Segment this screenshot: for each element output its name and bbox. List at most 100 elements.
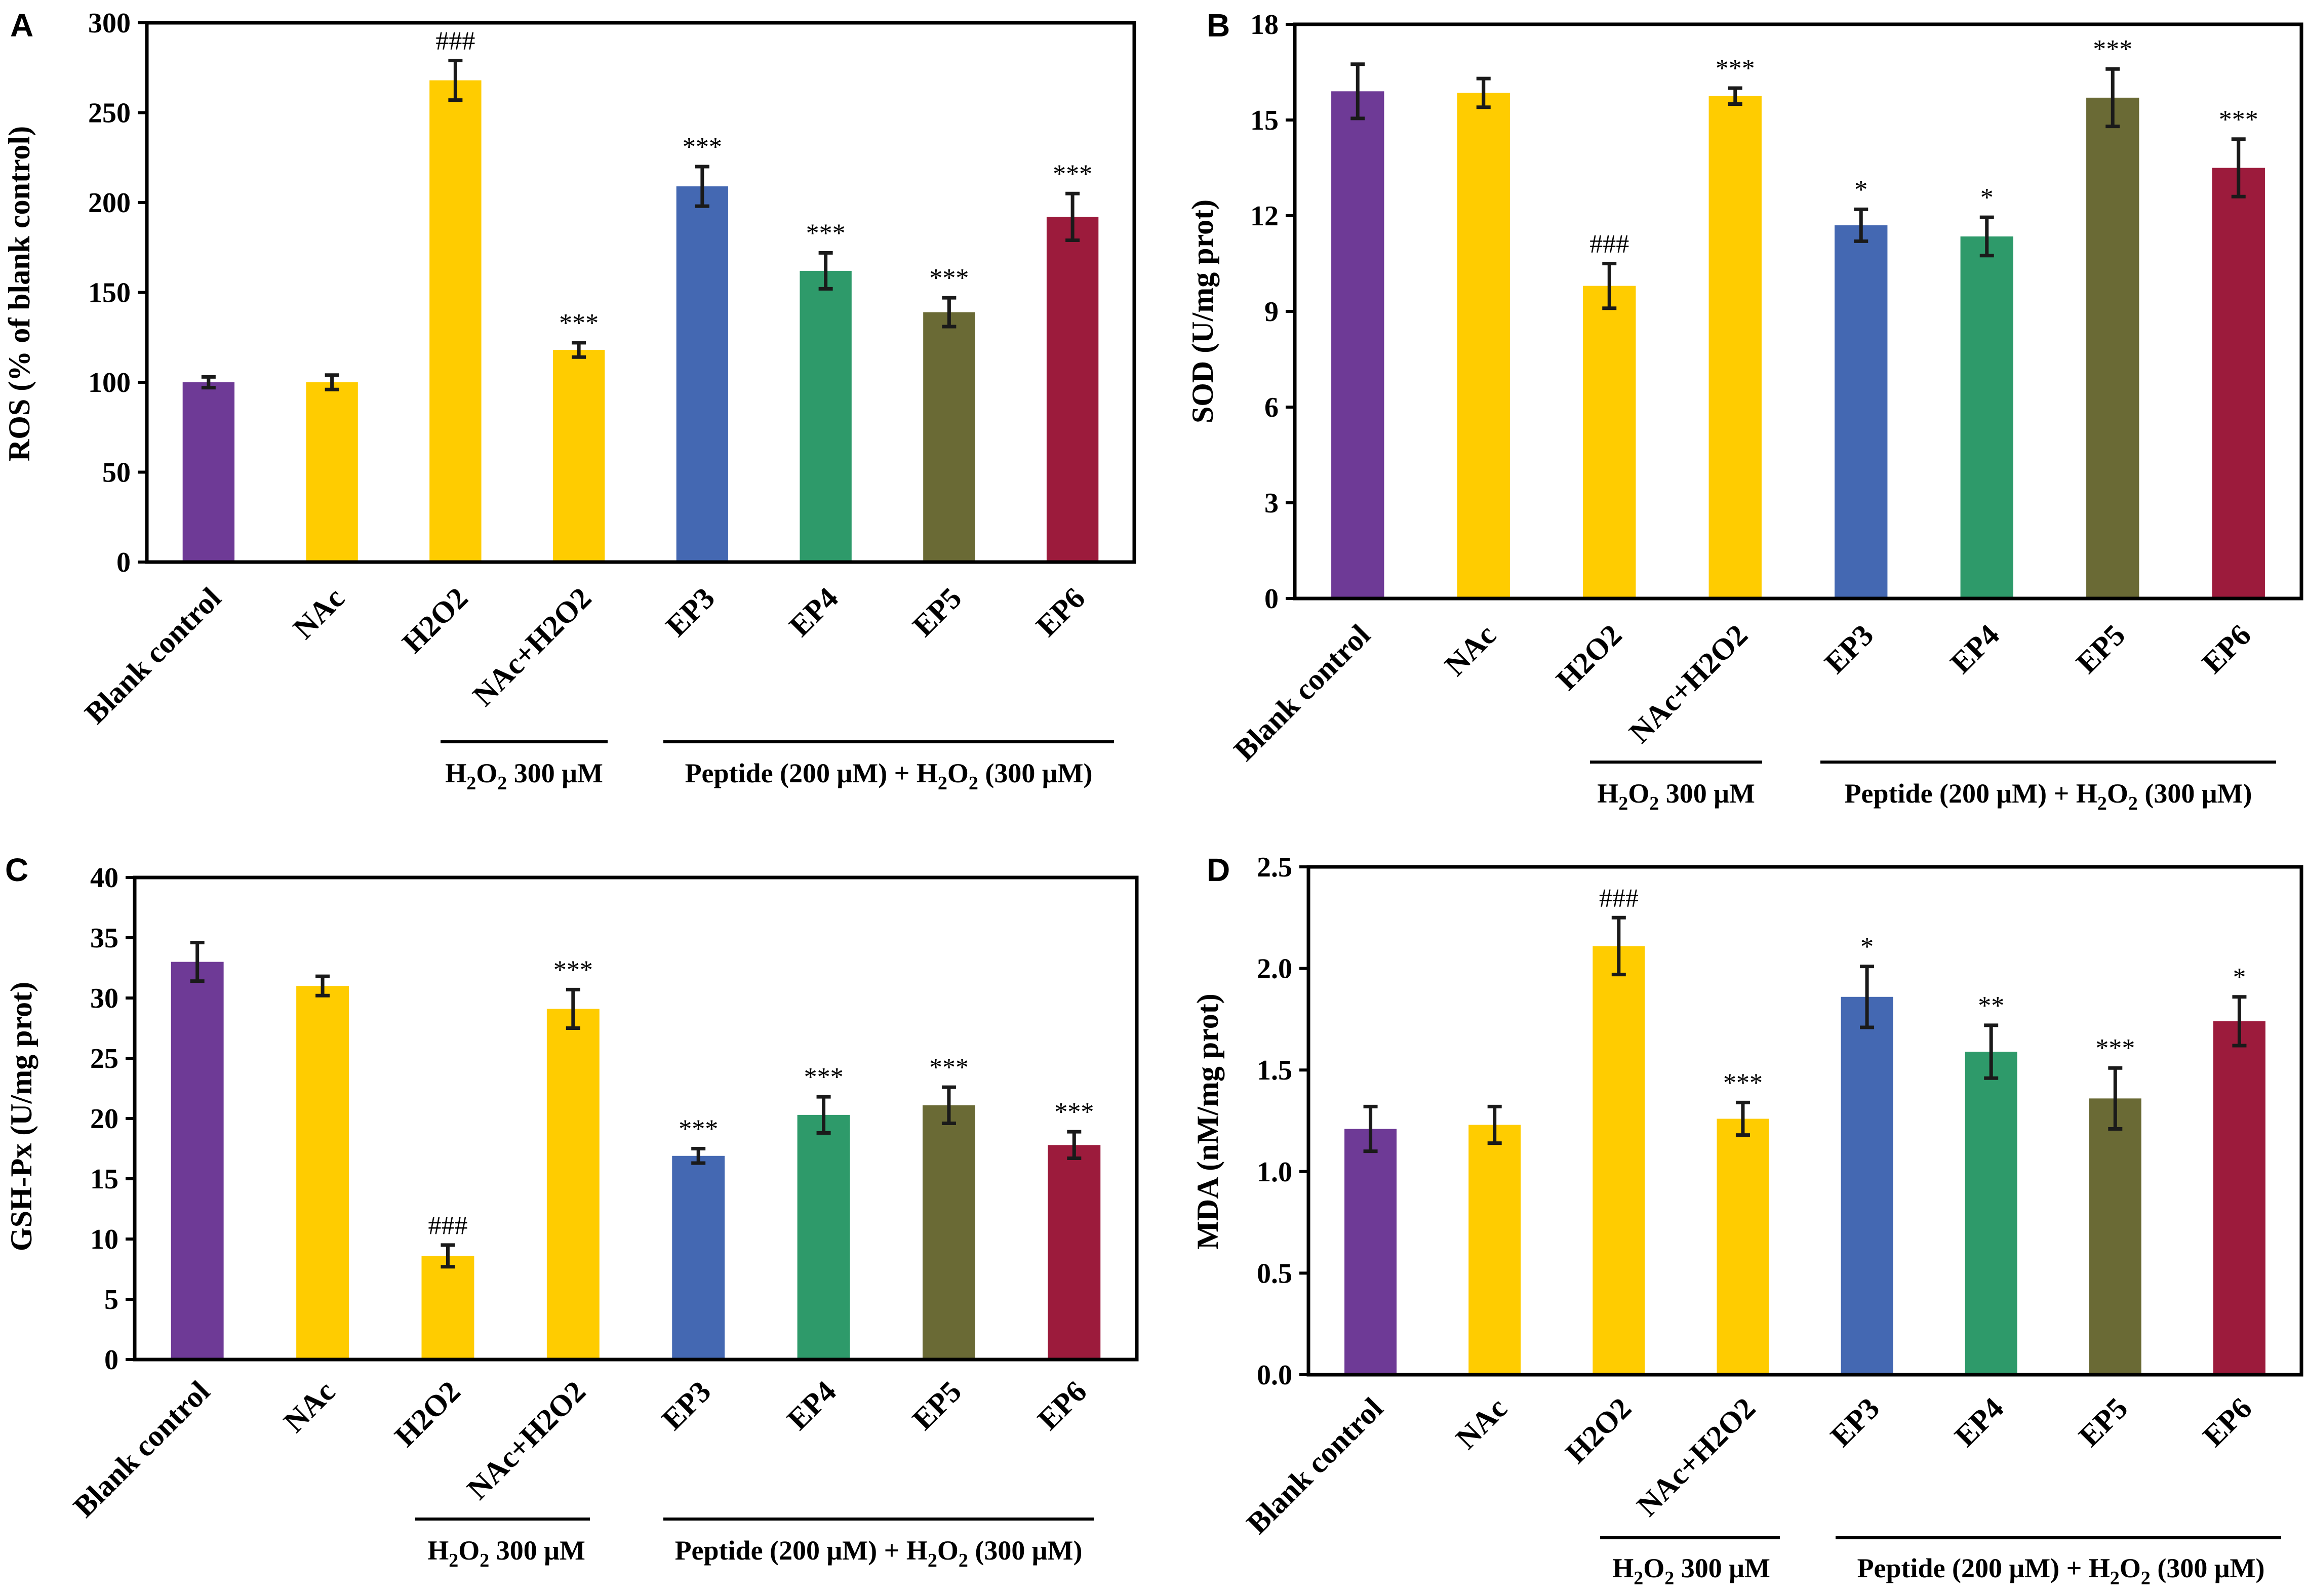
significance-label: ### (435, 27, 475, 56)
y-tick-label: 15 (1250, 105, 1279, 136)
panel-letter: C (5, 852, 28, 888)
group-label-part: 2 (2097, 793, 2107, 814)
significance-label: *** (1053, 159, 1092, 188)
group-label-part: Peptide (200 μM) + H (1857, 1553, 2110, 1583)
bar-8 (1048, 1145, 1101, 1360)
bar-3 (429, 80, 482, 563)
y-tick-label: 30 (90, 983, 118, 1014)
group-label-part: 2 (2110, 1568, 2120, 1589)
bar-7 (923, 312, 975, 562)
group-label-part: 300 μM (1674, 1553, 1770, 1583)
bar-2 (1468, 1125, 1521, 1375)
group-label-part: (300 μM) (2138, 778, 2252, 809)
y-tick-label: 1.0 (1257, 1156, 1292, 1188)
y-tick-label: 35 (90, 923, 118, 954)
bar-8 (2213, 1021, 2265, 1375)
significance-label: *** (806, 219, 846, 248)
bar-7 (922, 1105, 975, 1360)
y-tick-label: 6 (1264, 392, 1279, 423)
group-label-part: 2 (938, 773, 947, 794)
group-label-part: 2 (466, 773, 476, 794)
y-axis-label: SOD (U/mg prot) (1186, 200, 1219, 423)
group-label-part: O (458, 1535, 480, 1566)
y-axis-label: ROS (% of blank control) (3, 126, 36, 461)
bar-5 (1835, 225, 1888, 598)
panel-letter: A (10, 7, 33, 44)
y-tick-label: 100 (88, 367, 131, 398)
group-label-part: H (1612, 1553, 1634, 1583)
y-tick-label: 0 (1264, 583, 1279, 615)
bar-7 (2086, 97, 2139, 598)
group-label-h2o2: H2O2 300 μM (1597, 778, 1755, 814)
group-label-h2o2: H2O2 300 μM (445, 758, 603, 794)
significance-label: *** (2095, 1034, 2135, 1063)
group-label-part: 300 μM (1659, 778, 1755, 809)
panel-letter: B (1207, 7, 1230, 44)
group-label-part: 2 (928, 1550, 937, 1571)
group-label-peptide: Peptide (200 μM) + H2O2 (300 μM) (1857, 1553, 2265, 1589)
y-tick-label: 18 (1250, 9, 1279, 41)
significance-label: * (1980, 183, 1994, 212)
y-tick-label: 15 (90, 1164, 118, 1195)
group-label-part: Peptide (200 μM) + H (1845, 778, 2097, 809)
significance-label: ### (428, 1211, 467, 1240)
y-tick-label: 20 (90, 1103, 118, 1135)
significance-label: * (1860, 933, 1874, 962)
y-tick-label: 3 (1264, 488, 1279, 519)
significance-label: *** (929, 264, 969, 293)
bar-8 (1046, 217, 1099, 562)
group-label-part: Peptide (200 μM) + H (685, 758, 938, 788)
significance-label: *** (559, 309, 599, 338)
significance-label: *** (1716, 54, 1755, 83)
y-tick-label: 300 (88, 8, 131, 39)
y-tick-label: 250 (88, 98, 131, 129)
group-label-h2o2: H2O2 300 μM (427, 1535, 585, 1571)
group-label-part: (300 μM) (978, 758, 1093, 788)
significance-label: *** (1054, 1098, 1094, 1127)
group-label-part: H (427, 1535, 449, 1566)
plot-frame (133, 875, 1139, 1362)
y-tick-label: 0 (104, 1344, 118, 1376)
y-tick-label: 2.5 (1257, 852, 1292, 883)
y-tick-label: 9 (1264, 296, 1279, 328)
bar-1 (1331, 91, 1384, 599)
group-label-part: (300 μM) (968, 1535, 1083, 1566)
significance-label: *** (929, 1053, 969, 1082)
y-tick-label: 150 (88, 277, 131, 309)
group-label-part: 2 (959, 1550, 968, 1571)
significance-label: ### (1589, 230, 1629, 259)
panel-letter: D (1207, 852, 1230, 888)
significance-label: *** (804, 1063, 844, 1092)
bar-5 (1841, 996, 1893, 1375)
bar-1 (171, 962, 224, 1360)
group-label-part: 2 (1664, 1568, 1674, 1589)
group-label-part: 2 (480, 1550, 489, 1571)
y-tick-label: 200 (88, 187, 131, 219)
group-label-part: 2 (2128, 793, 2138, 814)
significance-label: * (2233, 963, 2246, 992)
group-label-part: 300 μM (489, 1535, 585, 1566)
plot-frame (1293, 22, 2303, 601)
group-label-part: 2 (449, 1550, 458, 1571)
y-tick-label: 40 (90, 862, 118, 894)
bar-3 (421, 1256, 474, 1360)
significance-label: *** (683, 133, 722, 162)
bar-8 (2212, 168, 2265, 598)
bar-1 (1344, 1129, 1397, 1375)
group-label-part: O (1643, 1553, 1664, 1583)
group-label-part: 2 (2141, 1568, 2151, 1589)
group-label-peptide: Peptide (200 μM) + H2O2 (300 μM) (675, 1535, 1083, 1571)
significance-label: * (1854, 175, 1867, 204)
group-label-part: H (1597, 778, 1618, 809)
y-tick-label: 5 (104, 1284, 118, 1315)
group-label-part: (300 μM) (2151, 1553, 2265, 1583)
group-label-h2o2: H2O2 300 μM (1612, 1553, 1770, 1589)
group-label-part: 2 (497, 773, 507, 794)
bar-2 (306, 382, 358, 562)
group-label-part: 2 (1649, 793, 1659, 814)
significance-label: *** (2219, 105, 2258, 134)
y-tick-label: 12 (1250, 201, 1279, 232)
group-label-part: O (2120, 1553, 2141, 1583)
significance-label: *** (679, 1115, 718, 1144)
